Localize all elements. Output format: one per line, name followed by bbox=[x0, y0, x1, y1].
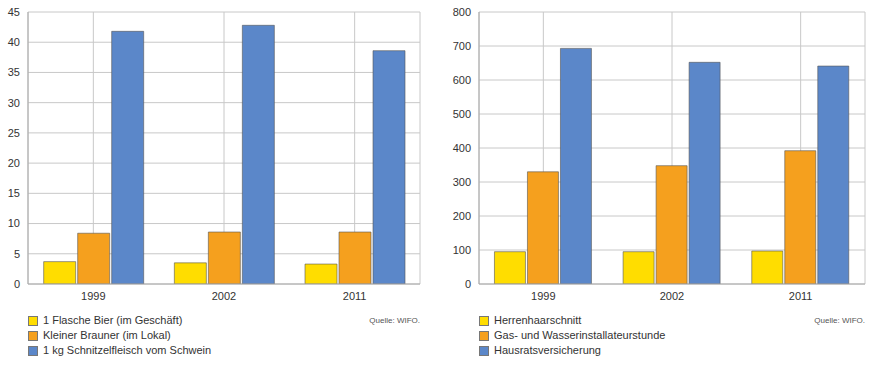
svg-text:0: 0 bbox=[14, 278, 20, 290]
html-text:Hausratsversicherung: Hausratsversicherung bbox=[494, 344, 601, 356]
html-text:Quelle: WIFO.: Quelle: WIFO. bbox=[369, 316, 420, 325]
svg-text:10: 10 bbox=[8, 217, 20, 229]
svg-text:30: 30 bbox=[8, 97, 20, 109]
svg-text:400: 400 bbox=[453, 142, 471, 154]
svg-text:600: 600 bbox=[453, 74, 471, 86]
svg-text:40: 40 bbox=[8, 36, 20, 48]
svg-text:2002: 2002 bbox=[660, 290, 684, 302]
svg-text:20: 20 bbox=[8, 157, 20, 169]
html-text:Quelle: WIFO.: Quelle: WIFO. bbox=[814, 316, 865, 325]
svg-text:35: 35 bbox=[8, 66, 20, 78]
svg-text:2011: 2011 bbox=[789, 290, 813, 302]
svg-text:0: 0 bbox=[465, 278, 471, 290]
svg-text:2011: 2011 bbox=[343, 290, 367, 302]
html-text:1 kg Schnitzelfleisch vom Schw: 1 kg Schnitzelfleisch vom Schwein bbox=[43, 344, 212, 356]
svg-text:2002: 2002 bbox=[212, 290, 236, 302]
html-text:Gas- und Wasserinstallateurstu: Gas- und Wasserinstallateurstunde bbox=[494, 329, 666, 341]
svg-text:5: 5 bbox=[14, 248, 20, 260]
svg-text:1999: 1999 bbox=[81, 290, 105, 302]
svg-text:100: 100 bbox=[453, 244, 471, 256]
svg-text:15: 15 bbox=[8, 187, 20, 199]
html-text:Herrenhaarschnitt: Herrenhaarschnitt bbox=[494, 314, 582, 326]
svg-text:300: 300 bbox=[453, 176, 471, 188]
html-text:1 Flasche Bier (im Geschäft): 1 Flasche Bier (im Geschäft) bbox=[43, 314, 183, 326]
svg-text:25: 25 bbox=[8, 127, 20, 139]
svg-text:1999: 1999 bbox=[531, 290, 555, 302]
html-text:Kleiner Brauner (im Lokal): Kleiner Brauner (im Lokal) bbox=[43, 329, 171, 341]
svg-text:500: 500 bbox=[453, 108, 471, 120]
svg-text:700: 700 bbox=[453, 40, 471, 52]
svg-text:200: 200 bbox=[453, 210, 471, 222]
svg-text:45: 45 bbox=[8, 6, 20, 18]
svg-text:800: 800 bbox=[453, 6, 471, 18]
